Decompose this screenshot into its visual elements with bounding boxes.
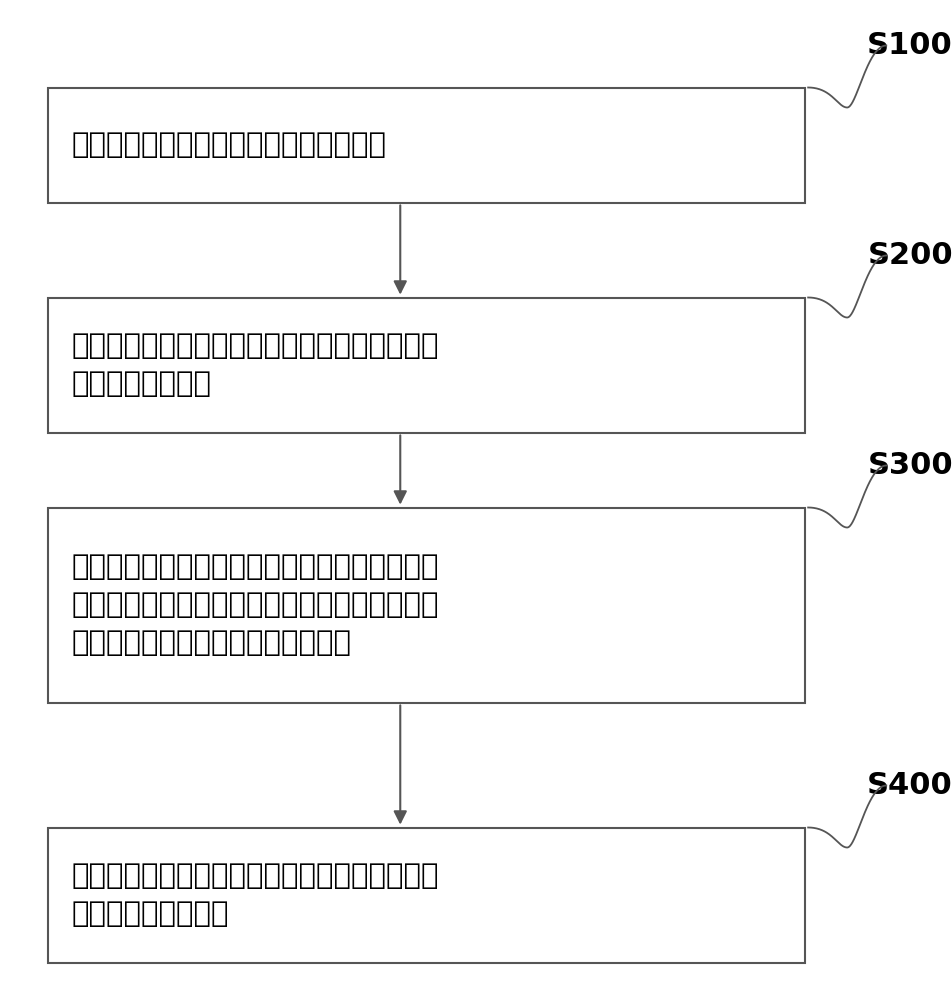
Bar xyxy=(48,828,804,962)
Text: 根据综合网表和时钟约束文件，拼接全芯片时钟: 根据综合网表和时钟约束文件，拼接全芯片时钟 xyxy=(71,332,439,360)
Text: 结构，获取时钟源: 结构，获取时钟源 xyxy=(71,370,211,398)
Text: S200: S200 xyxy=(866,241,952,270)
Bar xyxy=(48,298,804,432)
Text: S300: S300 xyxy=(866,451,952,480)
Text: 从时钟源开始采用递归算法逐级往后循迹；在所: 从时钟源开始采用递归算法逐级往后循迹；在所 xyxy=(71,553,439,581)
Text: 述循迹的过程中，根据时钟树循迹路径确定顶层: 述循迹的过程中，根据时钟树循迹路径确定顶层 xyxy=(71,591,439,619)
Bar xyxy=(48,508,804,702)
Text: S400: S400 xyxy=(866,771,952,800)
Text: 时钟树和子模块时钟树的起点和终点: 时钟树和子模块时钟树的起点和终点 xyxy=(71,629,351,657)
Text: 获取综合网表、时钟约束文件和模块列表: 获取综合网表、时钟约束文件和模块列表 xyxy=(71,131,387,159)
Text: 循迹结束，归类顶层和子模块的时钟结构，形成: 循迹结束，归类顶层和子模块的时钟结构，形成 xyxy=(71,862,439,890)
Text: 时钟树实现指导文件: 时钟树实现指导文件 xyxy=(71,900,228,928)
Bar xyxy=(48,88,804,202)
Text: S100: S100 xyxy=(866,31,952,60)
